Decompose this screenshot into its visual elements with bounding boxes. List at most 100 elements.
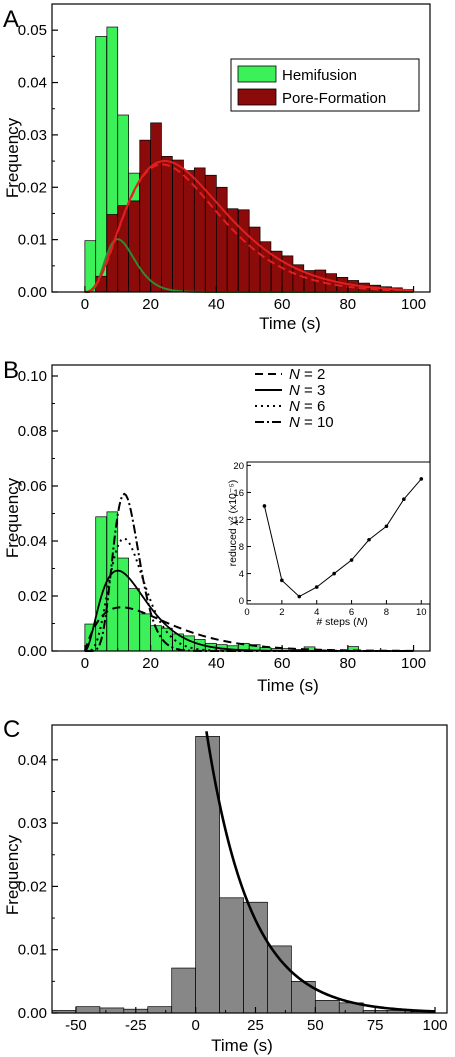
- panel-b-y-axis-label: Frequency: [3, 477, 22, 558]
- panel-a-legend: Hemifusion Pore-Formation: [230, 58, 420, 112]
- x-tick-label: -50: [65, 1017, 87, 1034]
- y-tick-label: 0.10: [18, 368, 47, 385]
- legend-swatch-hemifusion: [237, 65, 277, 83]
- y-tick-label: 0.04: [18, 75, 47, 92]
- inset-point: [297, 594, 302, 599]
- bar-series0-11: [314, 999, 340, 1014]
- bar-series0-4: [128, 588, 140, 652]
- plot-frame: [51, 724, 448, 1014]
- bar-series0-2: [99, 1007, 125, 1014]
- bar-hemifusion-0: [84, 240, 97, 293]
- inset-x-label-var: N: [357, 616, 365, 628]
- x-tick-label: 50: [307, 1017, 324, 1034]
- bar-series0-4: [147, 1006, 173, 1014]
- x-tick-label: 100: [401, 296, 426, 313]
- panel-c-bars: [51, 736, 436, 1014]
- x-tick-label: 40: [208, 296, 225, 313]
- x-tick-label: 20: [142, 296, 159, 313]
- plot-frame: [51, 3, 431, 293]
- inset-point: [332, 571, 336, 576]
- inset-x-tick-label: 0: [244, 607, 249, 618]
- legend-label-n3: N = 3: [289, 382, 325, 399]
- y-tick-label: 0.04: [18, 533, 47, 550]
- legend-label-n2: N = 2: [289, 366, 325, 383]
- bar-pore-formation-13: [238, 209, 250, 293]
- bar-series0-5: [171, 967, 196, 1014]
- y-tick-label: 0.06: [18, 478, 47, 495]
- fit-curve-0: [205, 731, 436, 1013]
- panel-c-letter: C: [3, 716, 20, 743]
- y-tick-label: 0.00: [18, 643, 47, 660]
- fit-curve-2: [84, 163, 414, 293]
- inset-x-label-suffix: ): [364, 616, 368, 628]
- inset-point: [367, 537, 371, 542]
- bar-pore-formation-8: [183, 170, 195, 293]
- inset-x-axis-label: # steps (N): [316, 616, 367, 628]
- panel-c-fit-curve: [205, 731, 436, 1013]
- inset-x-tick-label: 2: [279, 607, 284, 618]
- y-tick-label: 0.04: [18, 752, 47, 769]
- y-tick-label: 0.01: [18, 232, 47, 249]
- y-tick-label: 0.05: [18, 22, 47, 39]
- panel-a-letter: A: [3, 6, 19, 33]
- bar-pore-formation-7: [172, 159, 184, 293]
- inset-point: [402, 497, 406, 501]
- inset-point: [349, 558, 354, 562]
- panel-c-x-axis-label: Time (s): [211, 1036, 273, 1055]
- x-tick-label: 0: [81, 296, 89, 313]
- bar-series0-1: [75, 1006, 101, 1014]
- panel-c-y-axis-label: Frequency: [3, 834, 22, 915]
- panel-a: A 0 20 40 60 80 100 0.00 0.01 0.02 0.03 0.04 0.05 T…: [3, 3, 431, 333]
- panel-c: C -50 -25 0 25 50 75 100 0.00 0.01 0.02 0.03 0.04 T…: [3, 716, 448, 1055]
- y-tick-label: 0.02: [18, 878, 47, 895]
- panel-b-legend: N = 2N = 3N = 6N = 10: [255, 366, 334, 431]
- panel-b-x-axis-label: Time (s): [257, 676, 319, 695]
- panel-a-x-axis-label: Time (s): [259, 314, 321, 333]
- legend-label-pore-formation: Pore-Formation: [282, 90, 386, 107]
- x-tick-label: 60: [274, 296, 291, 313]
- y-tick-label: 0.02: [18, 179, 47, 196]
- inset-y-tick-label: 4: [239, 569, 244, 580]
- inset-point: [384, 524, 389, 529]
- legend-label-n6: N = 6: [289, 398, 325, 415]
- x-tick-label: 100: [423, 1017, 448, 1034]
- y-tick-label: 0.02: [18, 588, 47, 605]
- inset-y-tick-label: 8: [239, 542, 244, 553]
- inset-x-tick-label: 8: [384, 607, 389, 618]
- bar-series0-7: [219, 897, 244, 1014]
- inset-x-tick-label: 4: [314, 607, 319, 618]
- x-tick-label: 80: [339, 296, 356, 313]
- panel-b-inset-chart: # steps (N) reduced χ² (x10⁻⁵) 0 2 4 6 8 10 0 4…: [227, 461, 431, 628]
- panel-b-letter: B: [3, 357, 19, 384]
- panel-a-axes: 0 20 40 60 80 100 0.00 0.01 0.02 0.03 0.04 0.05: [18, 3, 431, 313]
- inset-frame: [246, 461, 431, 605]
- inset-x-label-prefix: # steps (: [316, 616, 357, 628]
- inset-y-axis-label: reduced χ² (x10⁻⁵): [227, 480, 239, 567]
- legend-label-n10: N = 10: [289, 414, 334, 431]
- x-tick-label: 0: [191, 1017, 199, 1034]
- inset-y-tick-label: 16: [233, 488, 244, 499]
- y-tick-label: 0.03: [18, 815, 47, 832]
- inset-x-tick-label: 6: [349, 607, 354, 618]
- bar-pore-formation-5: [150, 122, 162, 293]
- x-tick-label: 60: [274, 655, 291, 672]
- bar-pore-formation-3: [128, 200, 140, 293]
- y-tick-label: 0.03: [18, 127, 47, 144]
- inset-point: [262, 504, 267, 508]
- x-tick-label: 80: [339, 655, 356, 672]
- x-tick-label: 20: [142, 655, 159, 672]
- bar-series0-5: [139, 613, 151, 652]
- y-tick-label: 0.08: [18, 423, 47, 440]
- inset-y-tick-label: 0: [239, 596, 244, 607]
- bar-series0-9: [267, 945, 292, 1014]
- legend-swatch-pore-formation: [237, 88, 277, 106]
- x-tick-label: 40: [208, 655, 225, 672]
- inset-y-tick-label: 20: [233, 461, 244, 472]
- inset-line: [263, 478, 422, 598]
- inset-y-tick-label: 12: [233, 515, 244, 526]
- bar-series0-6: [195, 736, 220, 1014]
- bar-pore-formation-6: [161, 156, 173, 293]
